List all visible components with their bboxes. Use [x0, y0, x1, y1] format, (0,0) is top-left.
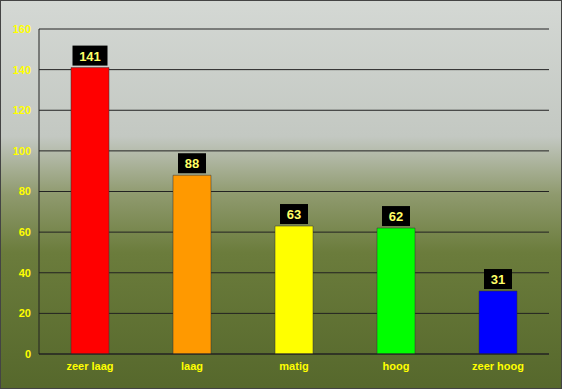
- svg-text:120: 120: [13, 104, 31, 116]
- svg-text:88: 88: [185, 156, 199, 171]
- svg-text:zeer hoog: zeer hoog: [472, 360, 524, 372]
- svg-text:160: 160: [13, 23, 31, 35]
- svg-text:141: 141: [79, 49, 101, 64]
- svg-text:40: 40: [19, 267, 31, 279]
- svg-text:zeer laag: zeer laag: [66, 360, 113, 372]
- svg-text:100: 100: [13, 145, 31, 157]
- svg-text:80: 80: [19, 185, 31, 197]
- svg-text:hoog: hoog: [383, 360, 410, 372]
- svg-text:20: 20: [19, 307, 31, 319]
- svg-text:31: 31: [491, 272, 505, 287]
- svg-text:laag: laag: [181, 360, 203, 372]
- svg-text:140: 140: [13, 64, 31, 76]
- svg-text:matig: matig: [279, 360, 308, 372]
- svg-text:62: 62: [389, 209, 403, 224]
- svg-text:0: 0: [25, 348, 31, 360]
- svg-text:63: 63: [287, 207, 301, 222]
- svg-text:60: 60: [19, 226, 31, 238]
